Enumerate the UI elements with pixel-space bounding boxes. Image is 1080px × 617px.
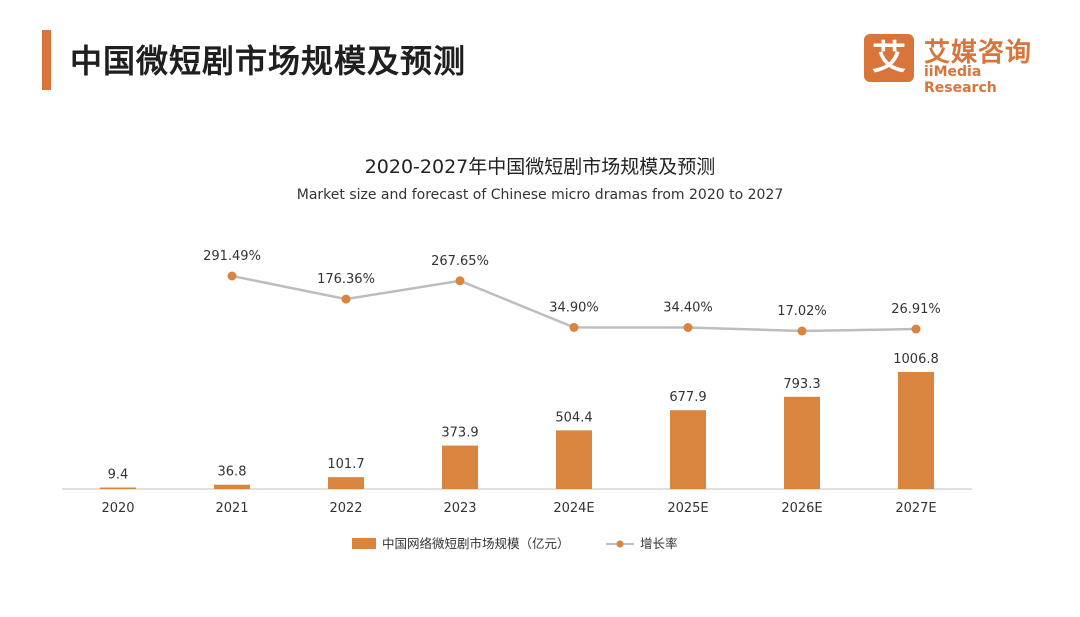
- logo-subtitle: iiMedia Research: [924, 64, 997, 96]
- growth-label-2025E: 34.40%: [663, 301, 713, 316]
- title-accent-bar: [42, 30, 51, 90]
- growth-label-2027E: 26.91%: [891, 302, 941, 317]
- x-tick-label-2020: 2020: [101, 501, 134, 516]
- growth-point-2021: [227, 271, 237, 281]
- logo-mark-icon: 艾: [864, 34, 914, 82]
- growth-point-2023: [455, 276, 465, 286]
- chart-title: 2020-2027年中国微短剧市场规模及预测: [364, 156, 716, 178]
- bar-label-2022: 101.7: [327, 457, 364, 472]
- bar-2020: [100, 487, 136, 489]
- x-tick-label-2024E: 2024E: [553, 501, 594, 516]
- growth-label-2022: 176.36%: [317, 272, 375, 287]
- page-title: 中国微短剧市场规模及预测: [70, 42, 467, 80]
- bar-2023: [442, 445, 478, 489]
- growth-point-2026E: [797, 326, 807, 336]
- growth-label-2021: 291.49%: [203, 249, 261, 264]
- x-tick-label-2023: 2023: [443, 501, 476, 516]
- bar-2025E: [670, 410, 706, 489]
- legend-line-label: 增长率: [640, 536, 678, 551]
- chart-subtitle: Market size and forecast of Chinese micr…: [296, 187, 784, 203]
- growth-point-2024E: [569, 322, 579, 332]
- growth-point-2025E: [683, 323, 693, 333]
- bar-label-2021: 36.8: [218, 465, 247, 480]
- x-tick-label-2027E: 2027E: [895, 501, 936, 516]
- growth-label-2023: 267.65%: [431, 254, 489, 269]
- bar-2022: [328, 477, 364, 489]
- iimedia-logo: 艾 艾媒咨询 iiMedia Research: [864, 34, 1054, 96]
- legend-line-marker: [616, 540, 624, 548]
- bar-2024E: [556, 430, 592, 489]
- logo-name: 艾媒咨询: [924, 38, 1033, 68]
- x-tick-label-2025E: 2025E: [667, 501, 708, 516]
- legend-bar-label: 中国网络微短剧市场规模（亿元）: [382, 536, 570, 551]
- bar-2026E: [784, 396, 820, 489]
- bar-label-2023: 373.9: [441, 426, 478, 441]
- bar-label-2024E: 504.4: [555, 410, 592, 425]
- bar-label-2020: 9.4: [108, 468, 129, 483]
- bar-label-2026E: 793.3: [783, 377, 820, 392]
- legend-bar-swatch: [352, 538, 376, 549]
- x-tick-label-2021: 2021: [215, 501, 248, 516]
- bar-label-2027E: 1006.8: [893, 352, 939, 367]
- x-tick-label-2026E: 2026E: [781, 501, 822, 516]
- growth-label-2026E: 17.02%: [777, 304, 827, 319]
- bar-2027E: [898, 372, 934, 489]
- bar-2021: [214, 484, 250, 489]
- bar-label-2025E: 677.9: [669, 390, 706, 405]
- growth-point-2027E: [911, 324, 921, 334]
- x-tick-label-2022: 2022: [329, 501, 362, 516]
- growth-point-2022: [341, 294, 351, 304]
- growth-label-2024E: 34.90%: [549, 300, 599, 315]
